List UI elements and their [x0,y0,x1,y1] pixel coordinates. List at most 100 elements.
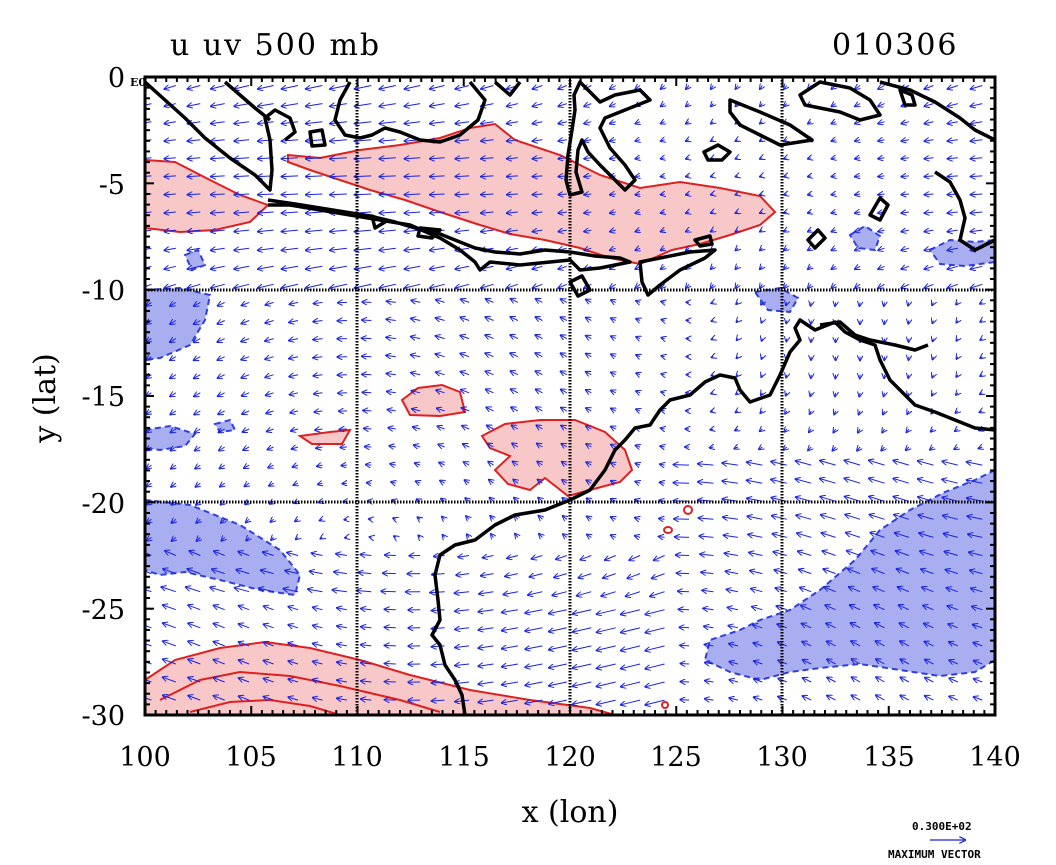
y-tick-label: -25 [82,595,125,626]
wind-vector [907,411,909,414]
wind-vector [536,407,543,411]
wind-vector [711,104,714,107]
wind-vector [171,447,176,451]
wind-vector [820,461,836,466]
wind-vector [462,426,470,429]
wind-vector [437,408,445,411]
wind-vector [747,462,763,465]
wind-vector [239,678,250,682]
wind-vector [405,104,421,107]
wind-vector [535,335,543,339]
negative-region [848,224,882,252]
wind-vector [380,212,396,213]
wind-vector [194,411,201,415]
wind-vector [901,122,910,124]
wind-vector [650,591,665,597]
wind-vector [411,300,421,302]
wind-vector [455,104,470,107]
wind-vector [749,553,763,556]
wind-vector [411,319,421,321]
wind-vector [533,212,543,213]
wind-vector [686,230,689,232]
wind-vector [748,534,763,537]
wind-vector [730,680,739,682]
wind-vector [507,266,519,269]
wind-vector [258,266,274,269]
wind-vector [405,176,421,177]
wind-vector [455,230,470,232]
wind-vector [803,696,812,700]
wind-vector [676,555,690,556]
wind-vector [808,248,811,250]
wind-vector [234,194,250,195]
wind-vector [211,176,225,177]
wind-vector [883,411,885,415]
wind-vector [923,605,934,611]
wind-vector [948,176,958,177]
wind-vector [932,393,934,396]
wind-vector [852,677,861,683]
wind-vector [587,480,592,483]
wind-vector [236,570,250,575]
wind-vector [925,194,934,195]
positive-inner-line [189,698,341,715]
wind-vector [290,302,299,304]
wind-vector [165,176,176,177]
wind-vector [801,606,812,610]
wind-vector [784,194,787,195]
wind-vector [366,465,372,466]
wind-vector [214,642,225,647]
wind-vector [536,299,543,303]
wind-vector [261,570,274,574]
wind-vector [711,212,714,213]
wind-vector [558,104,567,107]
wind-vector [361,681,372,682]
wind-vector [803,678,812,682]
wind-vector [558,86,567,90]
wind-vector [611,517,616,519]
wind-vector [561,390,568,393]
wind-vector [974,679,983,682]
wind-vector [661,104,665,107]
wind-vector [712,339,714,340]
wind-vector [486,389,494,392]
wind-vector [636,391,640,393]
wind-vector [512,425,519,429]
wind-vector [218,393,225,396]
wind-vector [752,607,763,610]
wind-vector [386,319,396,320]
wind-vector [481,230,494,232]
wind-vector [932,321,933,324]
wind-vector [507,284,519,288]
wind-vector [876,659,885,665]
wind-vector [661,158,665,159]
wind-vector [380,266,396,269]
wind-vector [956,411,958,413]
wind-vector [760,122,762,124]
wind-vector [467,534,469,537]
wind-vector [957,357,958,359]
wind-vector [832,284,836,288]
wind-vector [776,588,787,592]
wind-vector [461,390,470,393]
wind-vector [558,230,567,232]
wind-vector [478,700,494,702]
wind-vector [282,194,299,195]
wind-vector [282,212,299,213]
wind-vector [901,266,910,269]
y-tick-label: 0 [108,63,125,94]
wind-vector [760,212,762,213]
wind-vector [762,339,763,341]
wind-vector [221,519,225,523]
wind-vector [214,605,225,611]
wind-vector [306,230,323,232]
wind-vector [760,284,762,288]
wind-vector [259,588,274,592]
wind-vector [972,607,983,610]
wind-vector [455,266,470,269]
wind-vector [851,641,861,647]
wind-vector [310,571,323,573]
wind-vector [364,429,372,430]
wind-vector [729,698,739,700]
wind-vector [306,158,323,159]
